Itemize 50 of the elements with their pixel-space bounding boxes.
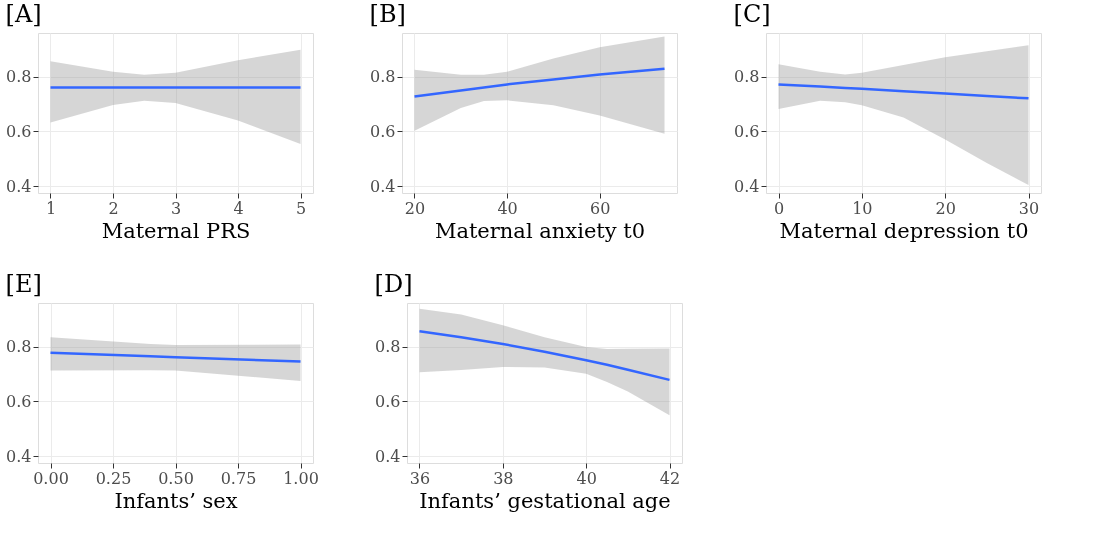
x-tick-label: 0.75 <box>220 468 257 488</box>
x-tick-label: 4 <box>233 198 244 218</box>
x-tick-label: 20 <box>935 198 956 218</box>
x-tick-label: 40 <box>497 198 518 218</box>
x-tick-label: 40 <box>576 468 597 488</box>
x-axis-title: Maternal PRS <box>101 218 251 243</box>
y-tick-label: 0.6 <box>375 391 401 411</box>
y-tick-label: 0.8 <box>370 67 396 87</box>
x-tick-label: 10 <box>852 198 873 218</box>
chart-title: [D] <box>374 270 413 298</box>
y-tick-label: 0.8 <box>6 337 32 357</box>
chart-title: [B] <box>369 0 406 28</box>
x-axis-title: Maternal anxiety t0 <box>434 218 646 243</box>
x-axis-title: Infants’ sex <box>114 488 238 513</box>
line-series <box>418 329 671 382</box>
chart-title: [A] <box>5 0 42 28</box>
y-tick-label: 0.6 <box>6 121 32 141</box>
y-tick-label: 0.8 <box>6 67 32 87</box>
y-tick-label: 0.4 <box>6 446 32 466</box>
y-tick-label: 0.4 <box>6 176 32 196</box>
chart-title: [E] <box>5 270 42 298</box>
x-tick-label: 1.00 <box>283 468 319 488</box>
chart-title: [C] <box>733 0 771 28</box>
y-tick-label: 0.8 <box>734 67 760 87</box>
line-series <box>777 83 1030 100</box>
y-tick-label: 0.6 <box>370 121 396 141</box>
x-tick-label: 2 <box>108 198 119 218</box>
x-tick-label: 42 <box>659 468 681 488</box>
y-tick-label: 0.4 <box>370 176 396 196</box>
x-axis-title: Maternal depression t0 <box>779 218 1029 243</box>
x-tick-label: 36 <box>409 468 431 488</box>
x-tick-label: 30 <box>1018 198 1040 218</box>
line-series <box>413 67 666 98</box>
x-tick-label: 60 <box>590 198 611 218</box>
y-tick-label: 0.6 <box>734 121 760 141</box>
x-tick-label: 0.00 <box>33 468 69 488</box>
y-tick-label: 0.4 <box>375 446 401 466</box>
x-tick-label: 0.50 <box>158 468 194 488</box>
x-tick-label: 38 <box>493 468 514 488</box>
x-tick-label: 5 <box>295 198 307 218</box>
x-tick-label: 20 <box>404 198 426 218</box>
y-tick-label: 0.6 <box>6 391 32 411</box>
x-tick-label: 0.25 <box>95 468 132 488</box>
line-series <box>49 351 302 363</box>
x-axis-title: Infants’ gestational age <box>419 488 671 513</box>
y-tick-label: 0.4 <box>734 176 760 196</box>
y-tick-label: 0.8 <box>375 337 401 357</box>
x-tick-label: 0 <box>773 198 785 218</box>
x-tick-label: 3 <box>170 198 182 218</box>
x-tick-label: 1 <box>45 198 57 218</box>
